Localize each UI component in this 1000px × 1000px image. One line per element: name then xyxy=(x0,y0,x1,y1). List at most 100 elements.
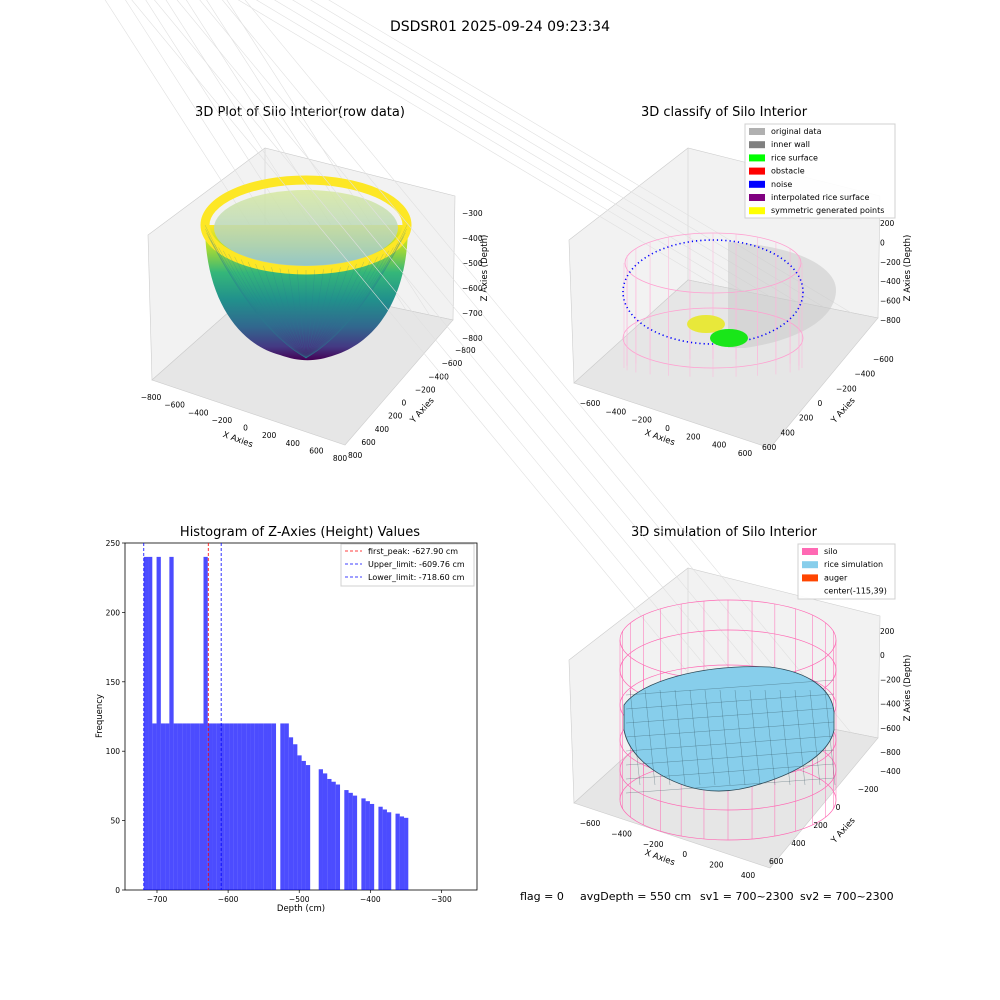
raw-z-tick: −300 xyxy=(462,209,483,218)
cls-y-tick: −400 xyxy=(855,370,876,379)
legend-label: silo xyxy=(824,547,838,556)
classify-y-axis-label: Y Axies xyxy=(829,395,858,426)
raw-y-tick: 600 xyxy=(361,438,376,447)
histogram-x-tick-label: −500 xyxy=(289,895,310,904)
histogram-bar xyxy=(399,816,405,890)
legend-label: rice simulation xyxy=(824,560,883,569)
raw-y-tick: 800 xyxy=(348,451,363,460)
legend-label: inner wall xyxy=(771,140,810,149)
histogram-legend xyxy=(340,543,475,587)
cls-z-tick: −800 xyxy=(880,316,901,325)
histogram-bar xyxy=(331,781,336,890)
sim-z-tick: −200 xyxy=(880,675,901,684)
histogram-legend-label: Upper_limit: -609.76 cm xyxy=(368,560,465,569)
histogram-bar xyxy=(284,723,289,890)
histogram-bar xyxy=(212,723,217,890)
raw-y-axis-label: Y Axies xyxy=(408,395,437,426)
legend-swatch xyxy=(802,574,818,582)
classify-symmetric-points xyxy=(687,315,725,333)
histogram-bar xyxy=(173,723,178,890)
sim-y-axis-label: Y Axies xyxy=(829,815,858,846)
legend-label: obstacle xyxy=(771,167,805,176)
classify-noise-ring xyxy=(622,239,804,345)
histogram-bar xyxy=(395,813,400,890)
histogram-bar xyxy=(250,723,255,890)
sim-z-tick: −600 xyxy=(880,724,901,733)
raw-y-tick: −800 xyxy=(455,346,476,355)
cls-z-tick: −400 xyxy=(880,277,901,286)
raw-y-tick: −600 xyxy=(442,359,463,368)
sim-y-tick: 400 xyxy=(791,839,806,848)
cls-y-tick: 0 xyxy=(818,399,823,408)
histogram-x-tick-label: −300 xyxy=(431,895,452,904)
histogram-x-ticks: −700 −600 −500 −400 −300 xyxy=(147,890,452,904)
histogram-bar xyxy=(143,556,149,890)
histogram-bar xyxy=(165,723,170,890)
histogram-bar xyxy=(190,723,195,890)
raw-x-tick: −400 xyxy=(188,408,209,417)
histogram-bar xyxy=(344,790,349,890)
legend-label: rice surface xyxy=(771,153,818,162)
histogram-bar xyxy=(263,723,268,890)
classify-x-axis-label: X Axies xyxy=(643,428,676,448)
histogram-bar xyxy=(352,795,358,890)
raw-z-tick: −700 xyxy=(462,309,483,318)
cls-x-tick: 200 xyxy=(686,432,701,441)
legend-swatch xyxy=(749,141,765,149)
histogram-bar xyxy=(335,784,341,890)
sim-y-tick: −200 xyxy=(858,785,879,794)
histogram-bar xyxy=(382,809,387,890)
histogram-bar xyxy=(160,723,166,890)
histogram-bar xyxy=(258,723,264,890)
classify-z-axis-label: Z Axies (Depth) xyxy=(903,235,913,302)
classify-wall-mesh xyxy=(622,232,804,377)
histogram-y-tick-label: 100 xyxy=(106,747,121,756)
raw-x-tick: 0 xyxy=(243,424,248,433)
sim-x-tick: −600 xyxy=(580,819,601,828)
histogram-bar xyxy=(156,556,161,890)
cls-x-tick: −400 xyxy=(606,407,627,416)
raw-x-tick: −200 xyxy=(212,416,233,425)
histogram-bar xyxy=(199,723,204,890)
histogram-x-tick-label: −400 xyxy=(360,895,381,904)
panel-sim-title: 3D simulation of Silo Interior xyxy=(631,525,818,540)
histogram-bar xyxy=(280,723,285,890)
histogram-bar xyxy=(152,723,157,890)
histogram-bars xyxy=(143,556,409,890)
raw-x-tick: −600 xyxy=(164,401,185,410)
histogram-bar xyxy=(203,556,208,890)
cls-x-tick: 0 xyxy=(665,424,670,433)
histogram-bar xyxy=(224,723,230,890)
histogram-bar xyxy=(216,723,221,890)
raw-y-tick: −200 xyxy=(415,385,436,394)
sim-x-tick: 200 xyxy=(709,861,724,870)
histogram-y-tick-label: 0 xyxy=(115,886,120,895)
histogram-bar xyxy=(318,769,323,890)
histogram-bar xyxy=(288,737,294,890)
raw-z-tick: −500 xyxy=(462,259,483,268)
cls-y-tick: 600 xyxy=(762,443,777,452)
histogram-reference-lines xyxy=(143,543,222,890)
raw-y-tick: 200 xyxy=(388,412,403,421)
histogram-bar xyxy=(233,723,238,890)
histogram-bar xyxy=(186,723,191,890)
raw-x-tick: 400 xyxy=(286,439,301,448)
legend-swatch xyxy=(749,194,765,201)
footer-sv1: sv1 = 700~2300 xyxy=(700,890,794,903)
histogram-bar xyxy=(194,723,200,890)
sim-x-axis-label: X Axies xyxy=(643,848,676,868)
legend-label: original data xyxy=(771,127,822,136)
sim-z-tick: 200 xyxy=(880,627,895,636)
panel-classify-title: 3D classify of Silo Interior xyxy=(641,105,808,120)
figure-title: DSDSR01 2025-09-24 09:23:34 xyxy=(390,19,610,35)
classify-rice-surface xyxy=(710,329,748,347)
cls-y-tick: 200 xyxy=(799,414,814,423)
histogram-bar xyxy=(182,723,187,890)
legend-label: symmetric generated points xyxy=(771,206,884,215)
sim-rice-mesh xyxy=(625,679,836,794)
cls-y-tick: −600 xyxy=(873,355,894,364)
histogram-bar xyxy=(271,723,277,890)
cls-z-tick: −600 xyxy=(880,297,901,306)
cls-x-tick: −200 xyxy=(631,416,652,425)
legend-swatch xyxy=(802,561,818,569)
